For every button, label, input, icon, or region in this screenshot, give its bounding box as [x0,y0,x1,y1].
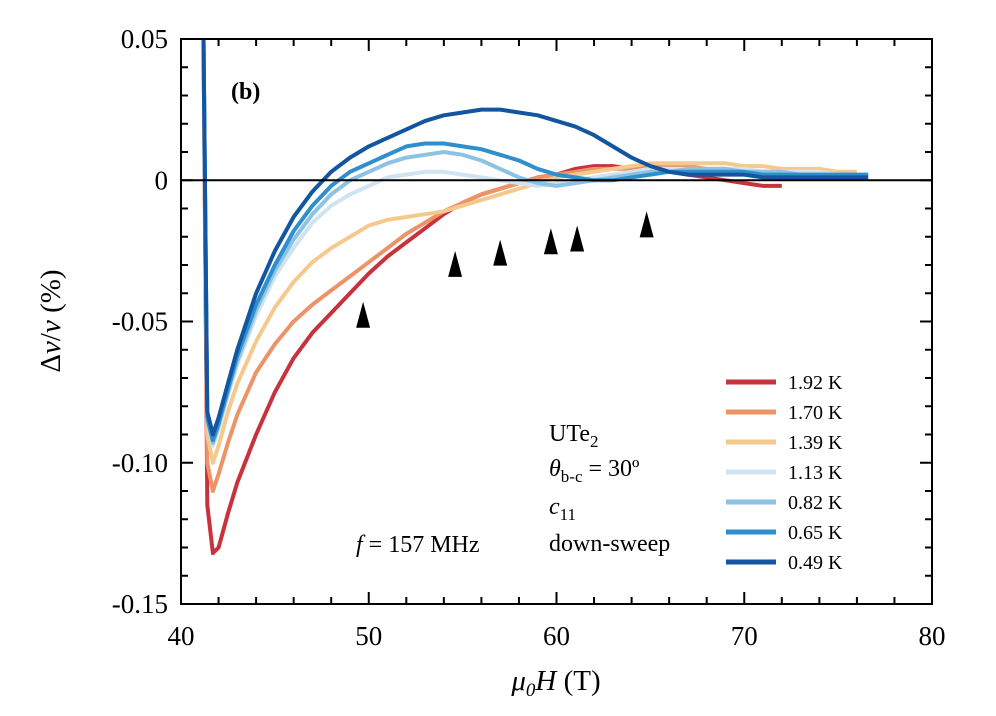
panel-label: (b) [231,79,260,105]
series-line-6 [201,39,869,443]
series-line-3 [201,39,857,465]
arrow-marker-1 [356,301,371,328]
arrow-marker-4 [543,228,558,255]
legend-label-2: 1.70 K [788,402,843,424]
legend-label-7: 0.49 K [788,552,843,574]
legend-label-1: 1.92 K [788,372,843,394]
series-line-2 [201,39,782,493]
frequency-label: f = 157 MHz [356,532,480,558]
x-tick-label: 50 [355,621,382,651]
y-tick-label: -0.05 [112,307,168,337]
x-tick-label: 40 [168,621,195,651]
arrow-marker-2 [448,250,463,277]
tick-layer [180,38,933,605]
sweep-label: down-sweep [549,531,670,557]
legend: 1.92 K 1.70 K 1.39 K 1.13 K 0.82 K 0.65 K 0.49… [726,372,843,574]
x-tick-label: 80 [919,621,946,651]
sample-info: UTe2 θb-c = 30º c11 down-sweep f = 157 M… [356,421,670,558]
series-layer [201,39,869,556]
x-tick-label: 70 [731,621,758,651]
legend-label-3: 1.39 K [788,432,843,454]
legend-label-6: 0.65 K [788,522,843,544]
x-axis-title: μ0H (T) [510,665,600,701]
y-tick-labels: 0.05 0 -0.05 -0.10 -0.15 [112,24,168,619]
x-tick-labels: 40 50 60 70 80 [168,621,946,651]
arrow-marker-3 [493,239,508,266]
y-tick-label: -0.10 [112,448,168,478]
angle-label: θb-c = 30º [549,456,640,486]
y-tick-label: 0 [155,165,169,195]
y-tick-label: -0.15 [112,589,168,619]
arrow-marker-6 [639,211,654,238]
mode-label: c11 [549,494,576,524]
series-line-7 [201,39,869,437]
x-tick-label: 60 [543,621,570,651]
legend-label-4: 1.13 K [788,462,843,484]
legend-label-5: 0.82 K [788,492,843,514]
material-label: UTe2 [549,421,598,451]
series-line-4 [201,39,857,448]
arrow-marker-5 [570,225,585,252]
arrow-layer [356,211,654,328]
y-tick-label: 0.05 [121,24,168,54]
y-axis-title: Δv/v (%) [35,269,67,372]
series-line-1 [201,39,782,556]
